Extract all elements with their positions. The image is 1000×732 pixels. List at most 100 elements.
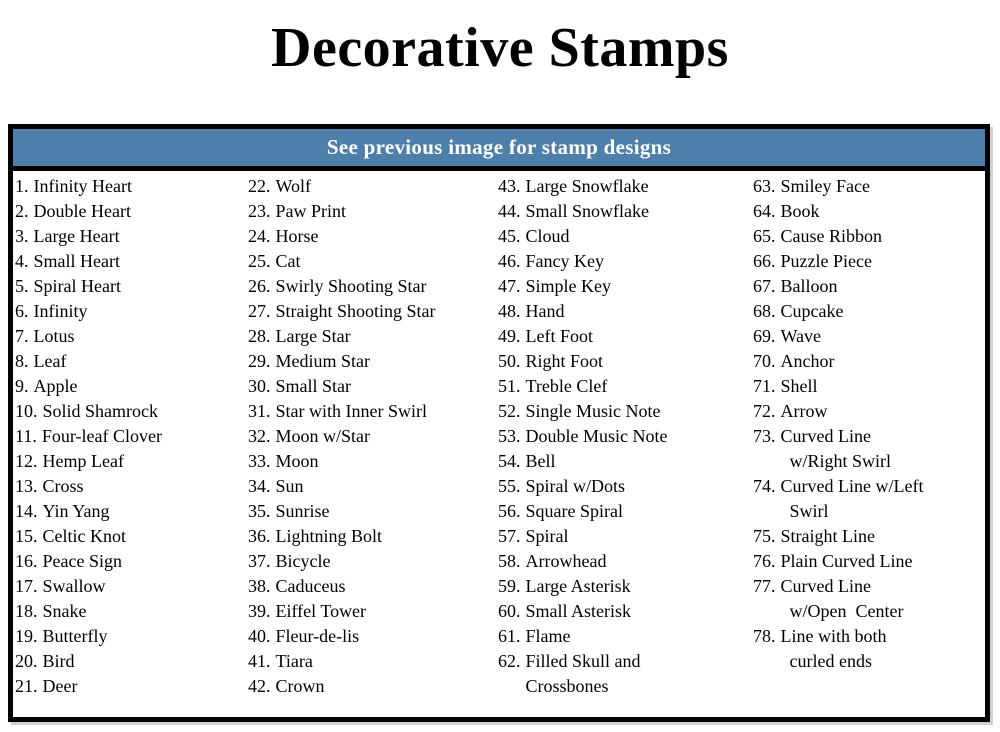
list-item-number: 39. bbox=[248, 601, 271, 621]
list-item: 2. Double Heart bbox=[15, 199, 248, 224]
list-item-number: 46. bbox=[498, 251, 521, 271]
list-item-label: Arrowhead bbox=[525, 551, 607, 571]
list-item: 52. Single Music Note bbox=[498, 399, 753, 424]
list-item: 14. Yin Yang bbox=[15, 499, 248, 524]
list-item-label: Straight Line bbox=[780, 526, 875, 546]
page-title: Decorative Stamps bbox=[271, 17, 729, 79]
list-item-number: 65. bbox=[753, 226, 776, 246]
list-item-label: Cause Ribbon bbox=[780, 226, 883, 246]
list-item-number: 10. bbox=[15, 401, 38, 421]
list-item-number: 20. bbox=[15, 651, 38, 671]
list-item: 31. Star with Inner Swirl bbox=[248, 399, 498, 424]
list-item: 45. Cloud bbox=[498, 224, 753, 249]
list-item-label: Curved Line w/Open Center bbox=[780, 576, 904, 621]
list-item-number: 37. bbox=[248, 551, 271, 571]
list-item-number: 2. bbox=[15, 201, 29, 221]
list-item-number: 30. bbox=[248, 376, 271, 396]
list-item-number: 33. bbox=[248, 451, 271, 471]
list-item-label: Moon bbox=[275, 451, 319, 471]
list-item: 60. Small Asterisk bbox=[498, 599, 753, 624]
table-header-label: See previous image for stamp designs bbox=[326, 135, 672, 159]
list-item-label: Deer bbox=[42, 676, 78, 696]
list-item: 50. Right Foot bbox=[498, 349, 753, 374]
list-item-number: 70. bbox=[753, 351, 776, 371]
list-item: 63. Smiley Face bbox=[753, 174, 983, 199]
list-item-number: 29. bbox=[248, 351, 271, 371]
list-item: 22. Wolf bbox=[248, 174, 498, 199]
list-item: 1. Infinity Heart bbox=[15, 174, 248, 199]
list-item: 40. Fleur-de-lis bbox=[248, 624, 498, 649]
list-item: 38. Caduceus bbox=[248, 574, 498, 599]
list-item: 35. Sunrise bbox=[248, 499, 498, 524]
list-item-number: 45. bbox=[498, 226, 521, 246]
list-item-label: Puzzle Piece bbox=[780, 251, 872, 271]
list-item: 19. Butterfly bbox=[15, 624, 248, 649]
list-item-label: Bell bbox=[525, 451, 556, 471]
list-item-number: 19. bbox=[15, 626, 38, 646]
list-item: 54. Bell bbox=[498, 449, 753, 474]
list-item: 27. Straight Shooting Star bbox=[248, 299, 498, 324]
list-item-label: Butterfly bbox=[42, 626, 108, 646]
list-item-number: 67. bbox=[753, 276, 776, 296]
list-item: 7. Lotus bbox=[15, 324, 248, 349]
list-item-label: Curved Line w/Right Swirl bbox=[780, 426, 892, 471]
list-item-number: 5. bbox=[15, 276, 29, 296]
list-item-number: 31. bbox=[248, 401, 271, 421]
list-item: 37. Bicycle bbox=[248, 549, 498, 574]
list-item-label: Large Asterisk bbox=[525, 576, 631, 596]
list-item: 51. Treble Clef bbox=[498, 374, 753, 399]
list-item-number: 15. bbox=[15, 526, 38, 546]
list-item-label: Book bbox=[780, 201, 820, 221]
list-item-label: Balloon bbox=[780, 276, 838, 296]
list-item-number: 74. bbox=[753, 476, 776, 496]
list-item-number: 51. bbox=[498, 376, 521, 396]
list-item-label: Solid Shamrock bbox=[42, 401, 159, 421]
list-item: 73. Curved Line w/Right Swirl bbox=[753, 424, 983, 474]
stamp-table: See previous image for stamp designs 1. … bbox=[8, 124, 990, 722]
list-item-number: 7. bbox=[15, 326, 29, 346]
list-item-number: 13. bbox=[15, 476, 38, 496]
list-item-number: 42. bbox=[248, 676, 271, 696]
list-item-number: 56. bbox=[498, 501, 521, 521]
list-item-label: Plain Curved Line bbox=[780, 551, 913, 571]
list-item-label: Infinity Heart bbox=[33, 176, 132, 196]
list-item-number: 78. bbox=[753, 626, 776, 646]
list-item-label: Medium Star bbox=[275, 351, 371, 371]
list-item: 62. Filled Skull and Crossbones bbox=[498, 649, 753, 699]
list-item-number: 35. bbox=[248, 501, 271, 521]
list-item-label: Fancy Key bbox=[525, 251, 604, 271]
list-item: 6. Infinity bbox=[15, 299, 248, 324]
list-item-label: Cross bbox=[42, 476, 84, 496]
list-item: 55. Spiral w/Dots bbox=[498, 474, 753, 499]
list-item-label: Star with Inner Swirl bbox=[275, 401, 427, 421]
list-item-number: 38. bbox=[248, 576, 271, 596]
list-item: 75. Straight Line bbox=[753, 524, 983, 549]
list-item: 74. Curved Line w/Left Swirl bbox=[753, 474, 983, 524]
list-item-number: 68. bbox=[753, 301, 776, 321]
list-item-label: Lotus bbox=[33, 326, 75, 346]
list-item-label: Cat bbox=[275, 251, 301, 271]
list-item: 69. Wave bbox=[753, 324, 983, 349]
list-item-number: 77. bbox=[753, 576, 776, 596]
list-item-label: Curved Line w/Left Swirl bbox=[780, 476, 924, 521]
list-item-label: Small Snowflake bbox=[525, 201, 650, 221]
list-item-number: 55. bbox=[498, 476, 521, 496]
list-item-label: Swirly Shooting Star bbox=[275, 276, 427, 296]
list-item: 77. Curved Line w/Open Center bbox=[753, 574, 983, 624]
list-item-number: 32. bbox=[248, 426, 271, 446]
list-item: 43. Large Snowflake bbox=[498, 174, 753, 199]
list-item: 65. Cause Ribbon bbox=[753, 224, 983, 249]
list-item-number: 6. bbox=[15, 301, 29, 321]
list-item-label: Crown bbox=[275, 676, 325, 696]
list-item: 67. Balloon bbox=[753, 274, 983, 299]
list-item-label: Spiral Heart bbox=[33, 276, 121, 296]
list-item-number: 11. bbox=[15, 426, 37, 446]
list-item: 23. Paw Print bbox=[248, 199, 498, 224]
list-item-number: 72. bbox=[753, 401, 776, 421]
list-item-label: Four-leaf Clover bbox=[41, 426, 162, 446]
list-item: 5. Spiral Heart bbox=[15, 274, 248, 299]
list-item-label: Peace Sign bbox=[42, 551, 122, 571]
list-item: 34. Sun bbox=[248, 474, 498, 499]
list-item-number: 24. bbox=[248, 226, 271, 246]
list-item-number: 44. bbox=[498, 201, 521, 221]
